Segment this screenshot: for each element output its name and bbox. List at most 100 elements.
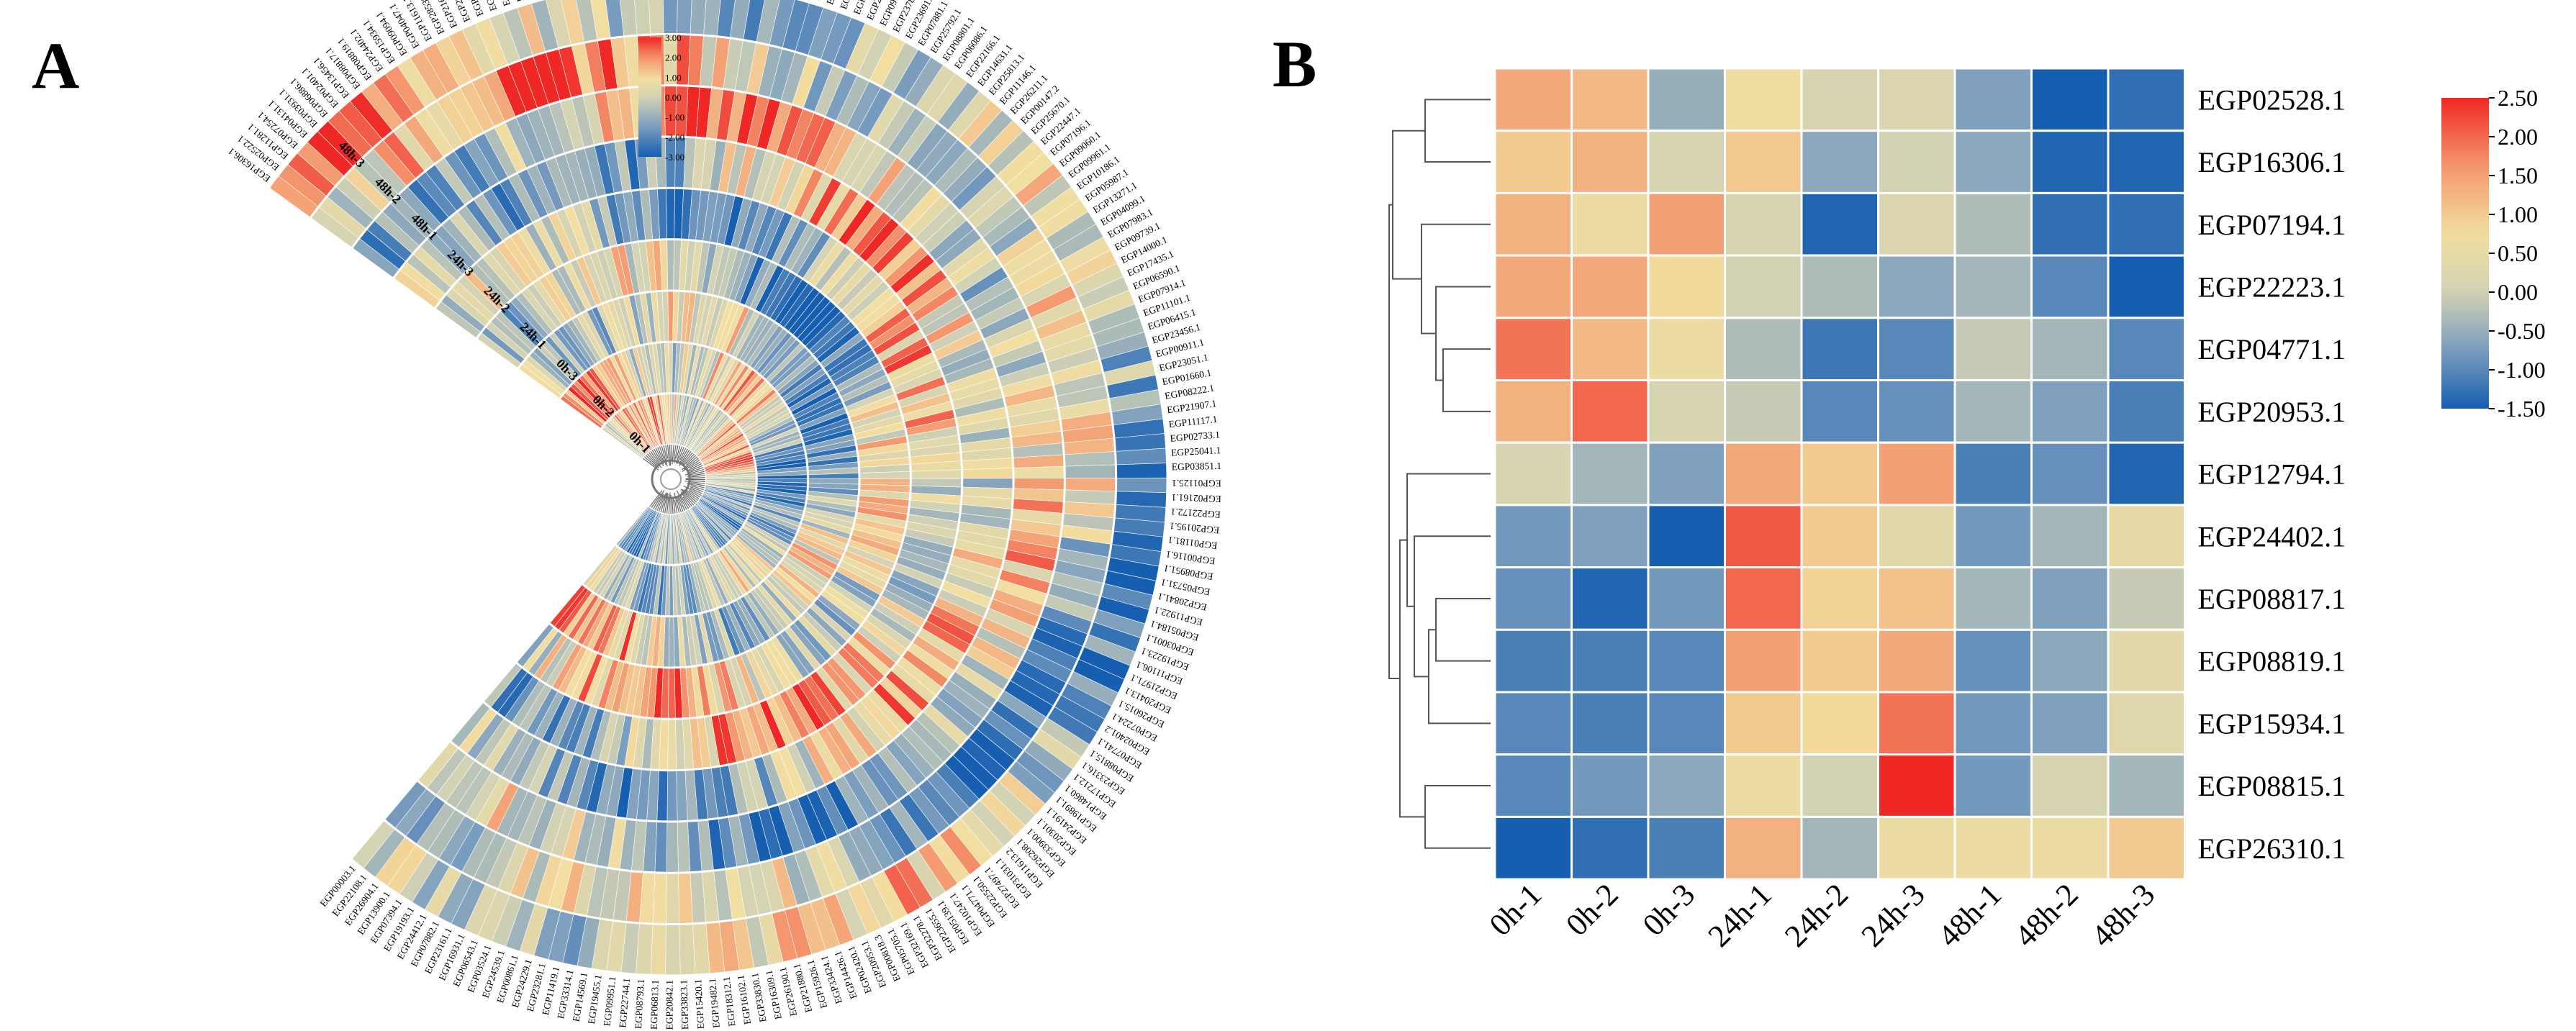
heatmap-cell — [1571, 191, 1650, 257]
legend-tick-label: -0.50 — [2498, 318, 2546, 344]
circular-heatmap-cell — [962, 478, 1014, 489]
gene-label: EGP02161.1 — [1171, 492, 1221, 504]
heatmap-cell — [2107, 628, 2186, 694]
heatmap-cell — [1953, 441, 2033, 507]
heatmap-cell — [1724, 815, 1803, 881]
gene-label: EGP01125.1 — [1172, 478, 1221, 489]
heatmap-cell — [2030, 815, 2110, 881]
dendrogram-branch — [1424, 785, 1491, 849]
heatmap-cell — [1724, 67, 1803, 132]
heatmap-cell — [1800, 191, 1879, 257]
gene-label: EGP20195.1 — [1169, 520, 1219, 535]
legend-tick-label-a: -3.00 — [665, 152, 684, 163]
circular-heatmap-cell — [648, 0, 664, 35]
heatmap-cell — [1493, 753, 1573, 818]
gene-label: EGP03851.1 — [1172, 460, 1222, 473]
heatmap-cell — [1647, 504, 1726, 569]
ring-separator — [351, 84, 1066, 874]
legend-tick-label: 0.00 — [2498, 279, 2538, 305]
circular-heatmap-cell — [678, 872, 693, 925]
panel-b-label: B — [1273, 27, 1317, 101]
heatmap-cell — [1493, 441, 1573, 507]
heatmap-cell — [1877, 753, 1956, 818]
gene-label: EGP21907.1 — [1166, 398, 1217, 415]
circular-heatmap-cell — [666, 821, 679, 873]
heatmap-cell — [2107, 191, 2186, 257]
heatmap-cell — [1724, 691, 1803, 756]
heatmap-cell — [1571, 254, 1650, 319]
heatmap-cell — [1724, 628, 1803, 694]
legend-tick-label-a: 3.00 — [665, 32, 682, 43]
heatmap-cell — [1953, 191, 2033, 257]
heatmap-cell — [1571, 130, 1650, 194]
heatmap-cell — [1953, 67, 2033, 132]
legend-colorbar-a — [638, 37, 661, 157]
row-label: EGP16306.1 — [2198, 146, 2346, 178]
ring-separator — [559, 340, 810, 618]
gene-label: EGP09951.1 — [602, 976, 618, 1027]
heatmap-cell — [1647, 753, 1726, 818]
heatmap-cell — [1953, 504, 2033, 569]
heatmap-cell — [1953, 130, 2033, 194]
circular-heatmap-cell — [665, 924, 681, 976]
ring-separator — [641, 443, 707, 515]
heatmap-cell — [1647, 191, 1726, 257]
heatmap-cell — [2030, 691, 2110, 756]
gene-label: EGP20842.1 — [664, 980, 675, 1030]
circular-heatmap-cell — [668, 616, 675, 668]
center-dendrogram — [643, 445, 706, 514]
heatmap-cell — [1800, 317, 1879, 381]
heatmap-cell — [1724, 254, 1803, 319]
circular-heatmap-cell — [1013, 465, 1065, 479]
heatmap-cell — [1877, 317, 1956, 381]
heatmap-cell — [1953, 815, 2033, 881]
row-label: EGP07194.1 — [2198, 209, 2346, 241]
row-label: EGP12794.1 — [2198, 458, 2346, 491]
row-label: EGP04771.1 — [2198, 333, 2346, 365]
heatmap-cell — [1877, 67, 1956, 132]
circular-heatmap-cell — [962, 468, 1014, 479]
heatmap-cell — [1800, 441, 1879, 507]
legend-colorbar — [2441, 98, 2489, 409]
column-label: 48h-2 — [2008, 877, 2085, 954]
legend-tick-label: 1.50 — [2498, 163, 2538, 189]
circular-heatmap-cell — [668, 667, 676, 719]
heatmap-cell — [1724, 191, 1803, 257]
circular-heatmap-cell — [1013, 478, 1065, 491]
legend-tick-label: 2.50 — [2498, 85, 2538, 111]
heatmap-cell — [1493, 815, 1573, 881]
heatmap-cell — [1571, 317, 1650, 381]
circular-heatmap-cell — [1064, 464, 1116, 478]
heatmap-cell — [2107, 379, 2186, 444]
heatmap-cell — [1647, 67, 1726, 132]
circular-heatmap-cell — [679, 923, 696, 976]
dendrogram-branch — [1424, 99, 1491, 163]
column-label: 0h-2 — [1559, 877, 1625, 943]
heatmap-cell — [1493, 130, 1573, 194]
heatmap-cell — [2107, 566, 2186, 631]
dendrogram-branch — [1414, 535, 1491, 678]
heatmap-cell — [1571, 566, 1650, 631]
heatmap-cell — [2107, 753, 2186, 818]
gene-label: EGP25041.1 — [1171, 445, 1221, 458]
heatmap-cell — [2107, 130, 2186, 194]
legend-tick-label: -1.50 — [2498, 396, 2546, 422]
dendrogram-branch — [1406, 473, 1491, 607]
heatmap-cell — [2030, 254, 2110, 319]
row-label: EGP08817.1 — [2198, 583, 2346, 615]
gene-label: EGP08793.1 — [633, 978, 646, 1029]
heatmap-cell — [1877, 566, 1956, 631]
heatmap-cell — [1953, 254, 2033, 319]
heatmap-cell — [1647, 566, 1726, 631]
dendrogram-branch — [1442, 348, 1491, 412]
heatmap-cell — [1571, 379, 1650, 444]
heatmap-cell — [1493, 191, 1573, 257]
heatmap-cell — [1493, 628, 1573, 694]
heatmap-cell — [1800, 566, 1879, 631]
legend-tick-label-a: 0.00 — [665, 92, 682, 103]
gene-label: EGP01181.1 — [1167, 535, 1218, 551]
heatmap-cell — [1724, 753, 1803, 818]
column-label: 0h-1 — [1483, 877, 1549, 943]
legend-tick-label: 2.00 — [2498, 124, 2538, 150]
row-label: EGP08815.1 — [2198, 770, 2346, 802]
